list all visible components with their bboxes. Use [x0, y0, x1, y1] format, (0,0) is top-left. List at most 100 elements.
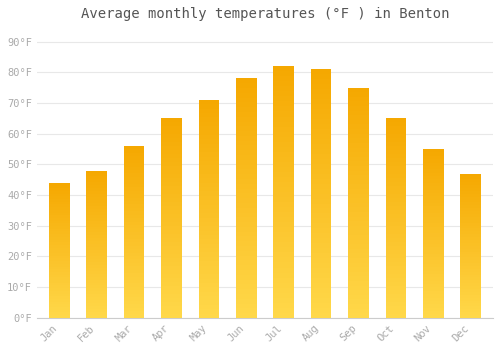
Bar — [460, 199, 481, 202]
Bar — [161, 174, 182, 178]
Bar — [236, 83, 256, 88]
Bar — [348, 313, 368, 318]
Bar — [86, 315, 107, 318]
Bar — [460, 275, 481, 278]
Bar — [236, 174, 256, 179]
Bar — [161, 310, 182, 314]
Bar — [236, 275, 256, 280]
Bar — [310, 243, 332, 248]
Bar — [49, 234, 70, 237]
Bar — [236, 189, 256, 193]
Bar — [86, 203, 107, 206]
Bar — [310, 154, 332, 159]
Bar — [86, 182, 107, 185]
Bar — [161, 306, 182, 310]
Bar — [198, 139, 219, 144]
Bar — [124, 276, 144, 280]
Bar — [49, 248, 70, 250]
Bar — [49, 275, 70, 277]
Bar — [386, 238, 406, 242]
Bar — [386, 270, 406, 274]
Bar — [423, 200, 444, 203]
Bar — [86, 244, 107, 247]
Bar — [236, 241, 256, 246]
Bar — [348, 295, 368, 300]
Bar — [86, 262, 107, 265]
Bar — [198, 200, 219, 204]
Bar — [236, 98, 256, 103]
Bar — [423, 274, 444, 277]
Bar — [423, 203, 444, 206]
Bar — [274, 273, 294, 278]
Bar — [124, 153, 144, 156]
Bar — [86, 294, 107, 297]
Bar — [310, 238, 332, 243]
Bar — [386, 274, 406, 278]
Bar — [161, 202, 182, 206]
Bar — [460, 205, 481, 208]
Bar — [124, 215, 144, 218]
Bar — [49, 313, 70, 315]
Bar — [348, 92, 368, 97]
Bar — [423, 220, 444, 223]
Bar — [236, 107, 256, 112]
Bar — [460, 263, 481, 266]
Bar — [348, 189, 368, 194]
Bar — [236, 169, 256, 174]
Bar — [460, 257, 481, 260]
Bar — [310, 119, 332, 124]
Bar — [460, 272, 481, 275]
Bar — [161, 230, 182, 234]
Bar — [310, 214, 332, 218]
Bar — [124, 146, 144, 149]
Bar — [86, 206, 107, 209]
Bar — [310, 69, 332, 74]
Bar — [236, 232, 256, 237]
Bar — [460, 248, 481, 252]
Bar — [161, 146, 182, 150]
Bar — [236, 299, 256, 303]
Bar — [348, 97, 368, 101]
Bar — [49, 264, 70, 267]
Bar — [460, 223, 481, 225]
Bar — [198, 144, 219, 148]
Bar — [161, 138, 182, 142]
Bar — [124, 304, 144, 308]
Bar — [124, 239, 144, 242]
Bar — [274, 207, 294, 212]
Bar — [124, 263, 144, 266]
Bar — [198, 135, 219, 139]
Bar — [49, 242, 70, 245]
Bar — [86, 224, 107, 226]
Bar — [460, 237, 481, 240]
Bar — [236, 136, 256, 141]
Bar — [198, 191, 219, 196]
Bar — [274, 172, 294, 177]
Bar — [348, 111, 368, 115]
Bar — [236, 280, 256, 284]
Bar — [161, 130, 182, 134]
Bar — [310, 134, 332, 139]
Bar — [198, 248, 219, 252]
Bar — [161, 186, 182, 190]
Bar — [124, 180, 144, 184]
Bar — [236, 208, 256, 212]
Bar — [274, 152, 294, 157]
Bar — [124, 273, 144, 276]
Bar — [236, 308, 256, 313]
Bar — [460, 182, 481, 185]
Bar — [274, 71, 294, 76]
Bar — [386, 302, 406, 306]
Bar — [161, 314, 182, 318]
Bar — [310, 283, 332, 288]
Bar — [386, 290, 406, 294]
Bar — [460, 295, 481, 298]
Bar — [310, 174, 332, 178]
Bar — [161, 190, 182, 194]
Bar — [161, 134, 182, 138]
Bar — [274, 217, 294, 222]
Bar — [198, 252, 219, 257]
Bar — [460, 194, 481, 197]
Bar — [274, 278, 294, 283]
Bar — [86, 200, 107, 203]
